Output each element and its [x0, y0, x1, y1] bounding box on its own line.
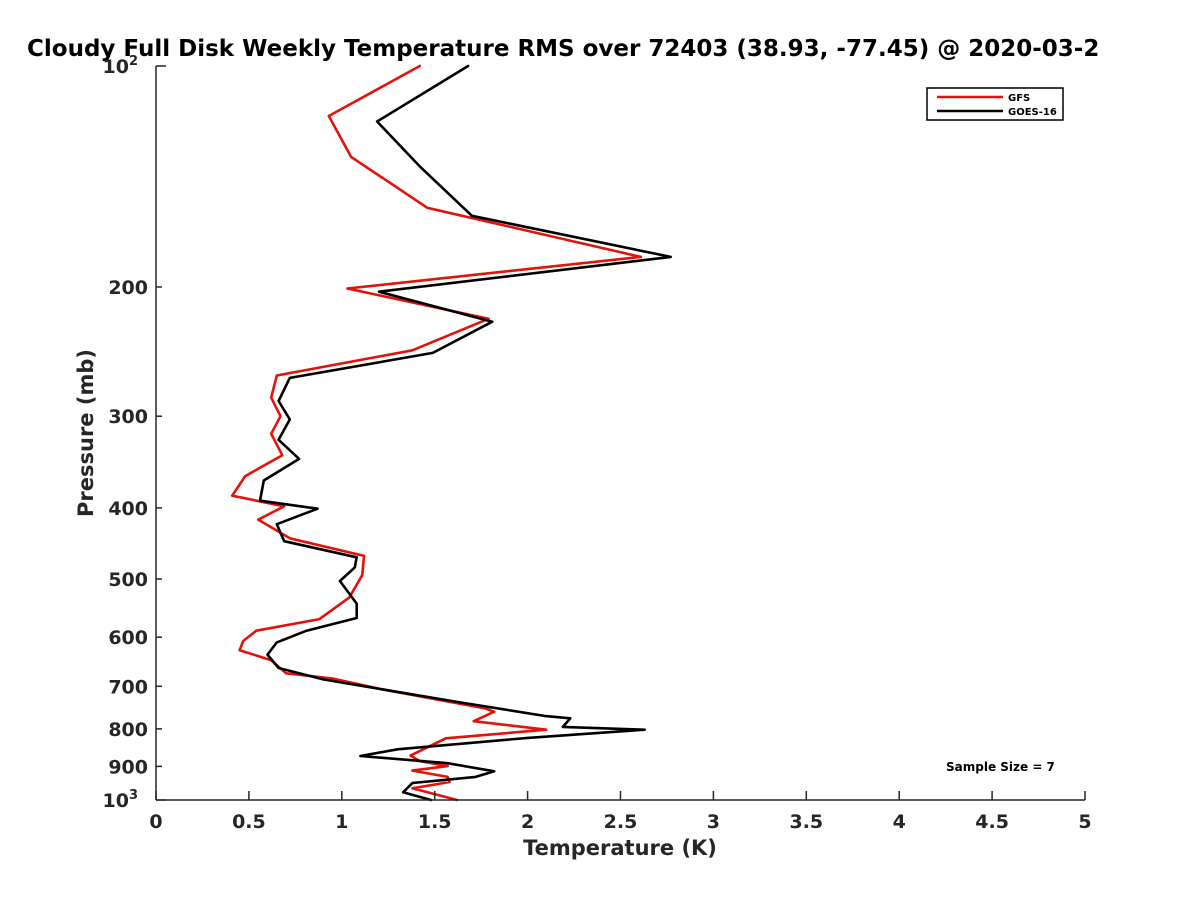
legend-label: GOES-16 [1008, 107, 1057, 118]
legend-label: GFS [1008, 93, 1030, 104]
x-tick-label: 1.5 [418, 811, 452, 833]
x-tick-label: 3.5 [789, 811, 823, 833]
x-tick-label: 2 [521, 811, 534, 833]
series-line-gfs [230, 64, 643, 802]
x-tick-label: 4.5 [975, 811, 1009, 833]
y-tick-label: 900 [108, 756, 148, 778]
y-tick-label: 200 [108, 277, 148, 299]
y-tick-label: 700 [108, 676, 148, 698]
sample-size-annotation: Sample Size = 7 [946, 760, 1055, 774]
chart-title: Cloudy Full Disk Weekly Temperature RMS … [27, 36, 1099, 62]
x-tick-label: 3 [707, 811, 720, 833]
y-tick-label: 500 [108, 569, 148, 591]
y-tick-label: 600 [108, 627, 148, 649]
plot-area: 0 0.5 1 1.5 2 2.5 3 3.5 4 4.5 5 102 200 300 400 500 600 7… [103, 54, 1092, 833]
x-tick-label: 1 [335, 811, 348, 833]
x-tick-label: 2.5 [604, 811, 638, 833]
legend-box [926, 87, 1064, 121]
x-tick-label: 4 [893, 811, 906, 833]
x-tick-label: 0.5 [232, 811, 266, 833]
y-tick-label: 400 [108, 498, 148, 520]
y-axis-label: Pressure (mb) [74, 349, 98, 517]
x-axis-label: Temperature (K) [523, 836, 717, 860]
y-tick-label: 800 [108, 719, 148, 741]
x-tick-label: 5 [1078, 811, 1091, 833]
series-line-goes-16 [258, 64, 672, 802]
y-tick-label: 103 [103, 788, 139, 812]
x-tick-label: 0 [149, 811, 162, 833]
y-tick-label: 102 [103, 54, 139, 78]
legend: GFS GOES-16 [926, 87, 1064, 121]
y-tick-label: 300 [108, 406, 148, 428]
